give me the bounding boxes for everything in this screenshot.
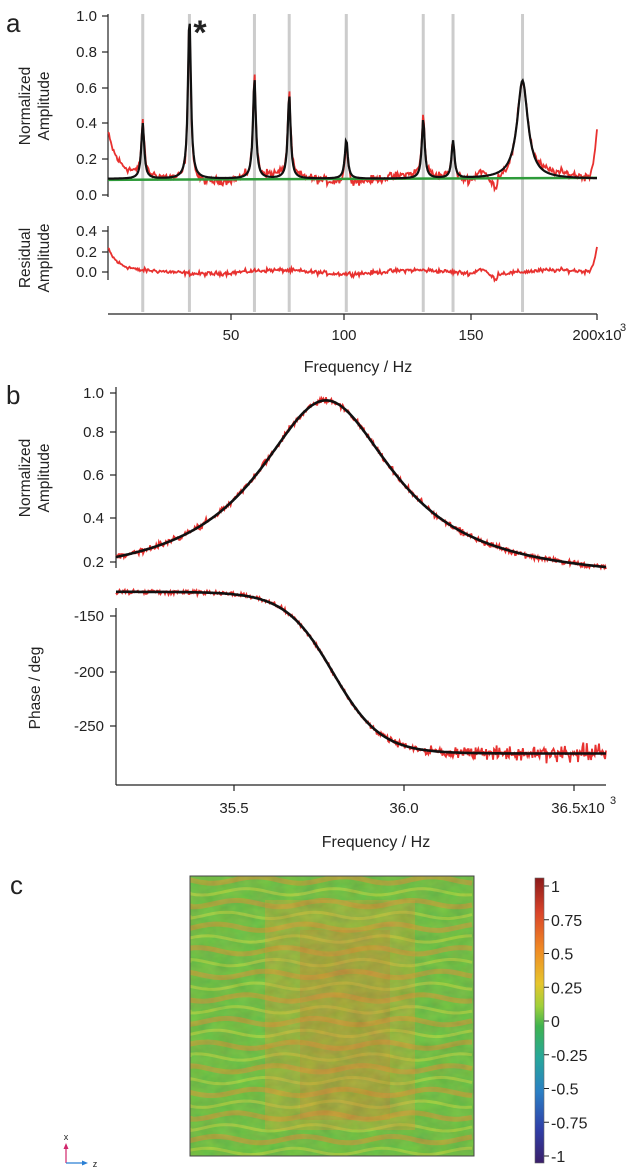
a-top-ytick: 1.0 — [76, 8, 97, 25]
a-xtick: 50 — [223, 327, 240, 344]
a-residual-line — [107, 246, 598, 283]
a-xtick: 100 — [331, 327, 356, 344]
a-fit-line — [108, 23, 597, 180]
a-top-ytick: 0.6 — [76, 80, 97, 97]
b-top-ytick: 0.2 — [83, 554, 104, 571]
b-phase-fit — [116, 590, 606, 755]
b-xtick: 35.5 — [219, 800, 248, 817]
a-bottom-plot — [107, 246, 598, 283]
b-bottom-ytick: -250 — [74, 718, 104, 735]
b-top-ytick: 0.4 — [83, 510, 104, 527]
panel-c-letter: c — [10, 870, 23, 900]
a-top-ylabel-line2: Amplitude — [36, 72, 53, 141]
b-top-ytick: 0.8 — [83, 424, 104, 441]
b-xtick-exponent: 3 — [610, 795, 616, 807]
a-bottom-ylabel-line1: Residual — [17, 228, 34, 288]
c-colorbar-tick-label: -0.75 — [551, 1115, 588, 1132]
c-colorbar-ticks: 1 0.75 0.5 0.25 0 -0.25 -0.5 -0.75 -1 — [544, 879, 588, 1166]
b-bottom-ytick: -150 — [74, 608, 104, 625]
a-star-marker: * — [193, 14, 207, 52]
c-colorbar-tick-label: -0.25 — [551, 1048, 588, 1065]
b-amplitude-data — [115, 395, 607, 571]
c-colorbar-tick-label: 0.5 — [551, 947, 573, 964]
panel-b-top-axis: 0.2 0.4 0.6 0.8 1.0 — [83, 385, 117, 571]
panel-b-letter: b — [6, 380, 20, 410]
panel-a-xaxis: 50 100 150 200x10 3 Frequency / Hz — [108, 313, 626, 376]
b-bottom-ylabel: Phase / deg — [27, 647, 44, 730]
panel-a-top-axis: 0.0 0.2 0.4 0.6 0.8 1.0 — [76, 8, 109, 204]
b-top-ytick: 0.6 — [83, 467, 104, 484]
c-colorbar-tick-label: 0 — [551, 1014, 560, 1031]
b-xlabel: Frequency / Hz — [322, 834, 430, 851]
b-top-ylabel: Normalized Amplitude — [17, 439, 53, 517]
a-top-plot — [107, 23, 598, 193]
b-amplitude-fit — [115, 399, 607, 569]
b-bottom-ytick: -200 — [74, 664, 104, 681]
b-top-ylabel-line2: Amplitude — [36, 444, 53, 513]
c-colorbar-tick-label: -1 — [551, 1149, 565, 1166]
a-xtick: 150 — [458, 327, 483, 344]
a-top-ytick: 0.8 — [76, 44, 97, 61]
a-top-ylabel-line1: Normalized — [17, 67, 34, 145]
panel-a-bottom-axis: 0.0 0.2 0.4 — [76, 223, 109, 281]
b-top-ytick: 1.0 — [83, 385, 104, 402]
c-axis-x-label: x — [64, 1132, 69, 1142]
a-bottom-ylabel-line2: Amplitude — [36, 224, 53, 293]
b-top-plot — [115, 395, 607, 571]
b-bottom-ylabel-text: Phase / deg — [27, 647, 44, 730]
c-axis-z-label: z — [93, 1159, 98, 1169]
b-phase-data — [115, 587, 607, 764]
a-top-ytick: 0.2 — [76, 151, 97, 168]
panel-b-bottom-axis: -150 -200 -250 — [74, 608, 117, 785]
b-xtick: 36.0 — [389, 800, 418, 817]
a-bottom-ylabel: Residual Amplitude — [17, 224, 53, 293]
c-colorbar-gradient — [534, 877, 545, 1164]
a-xtick: 200x10 — [572, 327, 621, 344]
c-colorbar-tick-label: 1 — [551, 879, 560, 896]
a-bottom-ytick: 0.4 — [76, 223, 97, 240]
a-bottom-ytick: 0.2 — [76, 244, 97, 261]
c-heatmap — [189, 875, 475, 1157]
a-peak-markers — [141, 14, 525, 312]
c-colorbar-tick-label: -0.5 — [551, 1082, 579, 1099]
b-xtick: 36.5x10 — [551, 800, 604, 817]
b-top-ylabel-line1: Normalized — [17, 439, 34, 517]
a-bottom-ytick: 0.0 — [76, 264, 97, 281]
c-colorbar-tick-label: 0.75 — [551, 913, 582, 930]
a-xtick-exponent: 3 — [620, 322, 626, 334]
c-colorbar-tick-label: 0.25 — [551, 980, 582, 997]
c-colorbar: 1 0.75 0.5 0.25 0 -0.25 -0.5 -0.75 -1 — [534, 877, 588, 1166]
panel-b-xaxis: 35.5 36.0 36.5x10 3 Frequency / Hz — [116, 784, 616, 851]
a-top-ytick: 0.0 — [76, 187, 97, 204]
a-top-ylabel: Normalized Amplitude — [17, 67, 53, 145]
b-bottom-plot — [115, 587, 607, 764]
a-baseline — [107, 176, 598, 182]
c-axes-indicator: x z — [63, 1132, 98, 1169]
panel-a-letter: a — [6, 8, 21, 38]
a-top-ytick: 0.4 — [76, 115, 97, 132]
a-xlabel: Frequency / Hz — [304, 359, 412, 376]
